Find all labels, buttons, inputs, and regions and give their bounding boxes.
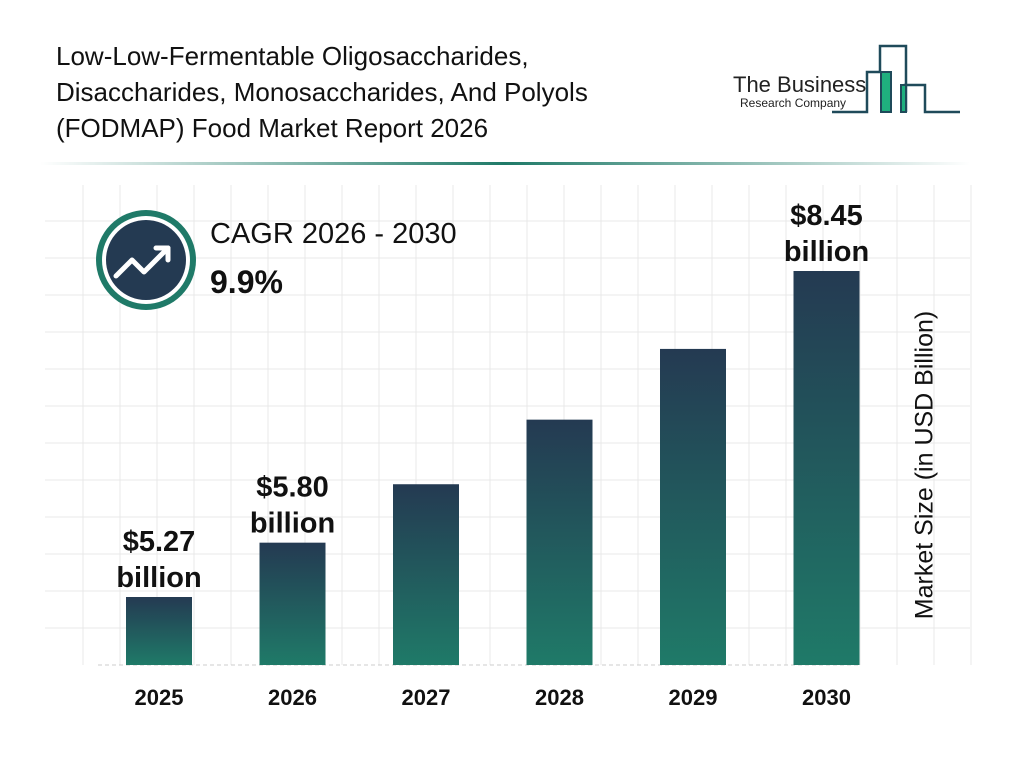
title-line: (FODMAP) Food Market Report 2026 [56,113,489,143]
data-label: $5.27 [123,526,196,558]
x-tick-label: 2028 [535,685,584,710]
x-tick-label: 2025 [135,685,184,710]
divider [40,162,970,165]
x-tick-label: 2030 [802,685,851,710]
data-label: billion [784,236,869,268]
data-label: $8.45 [790,200,863,232]
logo-text: The Business [733,72,867,97]
bar-2025 [126,597,192,665]
bar-2027 [393,484,459,665]
trending-up-icon [96,210,196,310]
title-line: Low-Low-Fermentable Oligosaccharides, [56,41,529,71]
x-tick-label: 2029 [669,685,718,710]
bar-2030 [793,271,860,665]
cagr-value: 9.9% [210,264,283,300]
data-label: billion [116,562,201,594]
cagr-label: CAGR 2026 - 2030 [210,218,457,250]
title-line: Disaccharides, Monosaccharides, And Poly… [56,77,588,107]
page-title: Low-Low-Fermentable Oligosaccharides, Di… [56,38,716,146]
data-label: $5.80 [256,472,329,504]
logo-buildings-icon [832,44,960,114]
bar-2028 [526,419,593,665]
x-tick-label: 2026 [268,685,317,710]
logo-subtext: Research Company [740,96,847,110]
bar-2029 [660,348,726,665]
data-label: billion [250,508,335,540]
bar-2026 [259,542,326,665]
x-tick-label: 2027 [402,685,451,710]
y-axis-label: Market Size (in USD Billion) [910,310,939,620]
